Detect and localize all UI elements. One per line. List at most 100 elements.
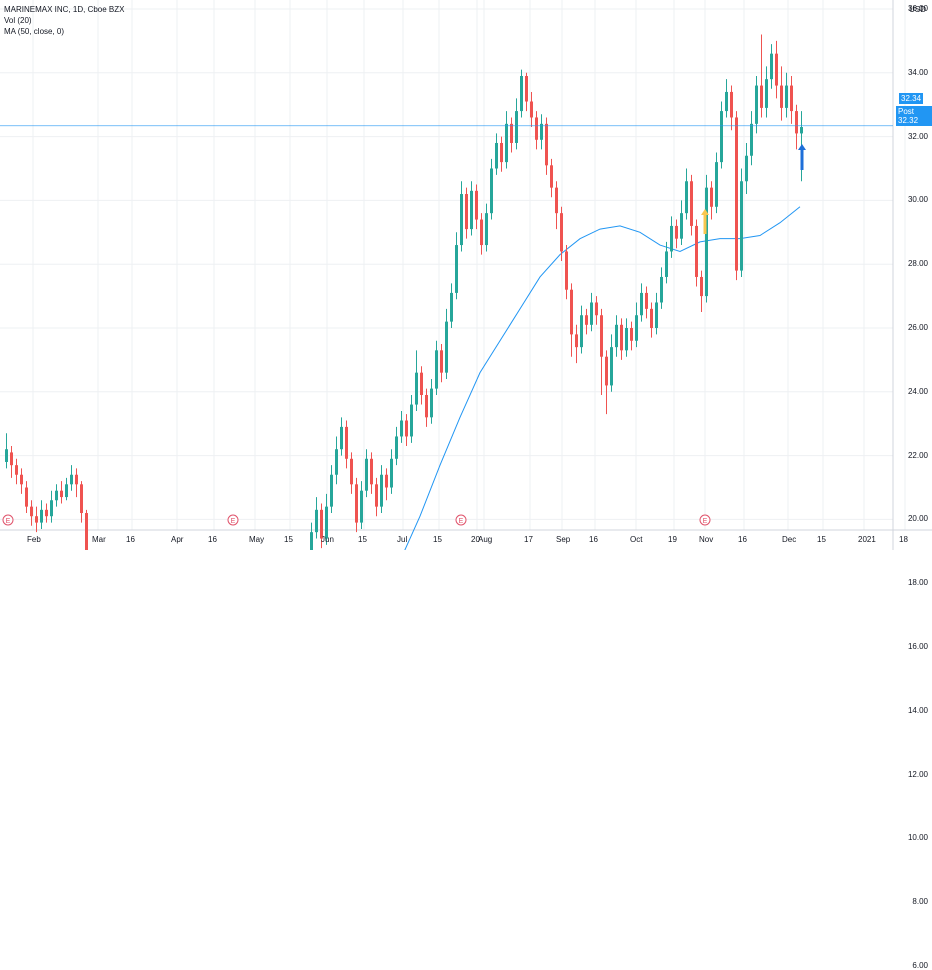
candle-down <box>605 356 608 386</box>
candle-up <box>485 213 488 246</box>
candle-up <box>670 225 673 252</box>
earnings-marker <box>2 514 14 526</box>
time-axis-label: 15 <box>284 535 293 544</box>
time-axis-label: Aug <box>478 535 493 544</box>
candle-up <box>785 85 788 108</box>
candle-down <box>595 302 598 316</box>
time-axis-label: 15 <box>433 535 442 544</box>
time-axis-label: Dec <box>782 535 797 544</box>
candle-up <box>435 350 438 389</box>
time-axis-label: 2021 <box>858 535 876 544</box>
time-axis-label: Sep <box>556 535 571 544</box>
candle-down <box>735 117 738 271</box>
candle-down <box>570 289 573 335</box>
price-axis-label: 14.00 <box>907 705 928 715</box>
candle-down <box>760 85 763 108</box>
post-price: 32.32 <box>898 116 919 125</box>
candle-up <box>660 276 663 303</box>
candle-down <box>620 324 623 351</box>
candle-up <box>395 436 398 459</box>
candle-up <box>390 458 393 488</box>
price-axis-label: 22.00 <box>907 450 928 460</box>
candle-down <box>545 123 548 166</box>
candle-up <box>460 194 463 246</box>
candle-down <box>510 123 513 143</box>
time-axis-label: Oct <box>630 535 643 544</box>
price-axis-label: 16.00 <box>907 642 928 651</box>
price-axis-label: 8.00 <box>912 897 928 907</box>
price-axis-label: 24.00 <box>907 386 928 396</box>
symbol-title[interactable]: MARINEMAX INC, 1D, Cboe BZX <box>4 5 125 14</box>
candle-up <box>770 53 773 80</box>
candle-down <box>355 484 358 523</box>
candle-down <box>385 474 388 488</box>
time-axis-label: 16 <box>738 535 747 544</box>
candle-up <box>325 506 328 539</box>
candle-down <box>500 142 503 163</box>
time-axis-label: Jun <box>321 535 334 544</box>
candle-down <box>480 219 483 246</box>
candle-down <box>420 372 423 395</box>
time-axis-label: 15 <box>358 535 367 544</box>
price-axis-label: 20.00 <box>907 514 928 524</box>
candle-up <box>340 426 343 450</box>
candle-down <box>710 187 713 207</box>
candle-down <box>690 181 693 226</box>
candle-down <box>630 328 633 341</box>
time-axis-label: 17 <box>524 535 533 544</box>
candle-up <box>765 79 768 108</box>
candle-up <box>380 474 383 507</box>
currency-label[interactable]: USD <box>909 5 926 14</box>
candle-up <box>740 181 743 271</box>
candle-up <box>360 490 363 523</box>
candle-up <box>705 187 708 297</box>
chart-legend: MARINEMAX INC, 1D, Cboe BZX Vol (20) MA … <box>4 4 124 37</box>
candle-up <box>430 388 433 418</box>
price-axis-label: 34.00 <box>907 67 928 77</box>
candle-down <box>565 251 568 290</box>
candle-up <box>725 91 728 112</box>
candle-down <box>535 117 538 140</box>
candle-up <box>745 155 748 182</box>
candle-down <box>35 516 38 523</box>
candle-down <box>440 350 443 373</box>
candle-down <box>695 225 698 277</box>
candle-down <box>700 276 703 297</box>
ma-indicator-label[interactable]: MA (50, close, 0) <box>4 27 65 36</box>
candle-down <box>15 465 18 475</box>
candle-up <box>685 181 688 214</box>
candle-up <box>330 474 333 507</box>
candle-down <box>650 308 653 328</box>
candle-up <box>55 490 58 501</box>
candle-up <box>65 484 68 498</box>
earnings-marker-label: E <box>703 518 708 525</box>
candle-up <box>5 449 8 462</box>
time-axis-label: 16 <box>589 535 598 544</box>
price-axis-label: 18.00 <box>907 578 928 588</box>
candle-down <box>75 474 78 485</box>
annotation-arrow-blue <box>798 144 806 170</box>
time-axis-label: 19 <box>668 535 677 544</box>
candle-down <box>530 101 533 118</box>
candle-up <box>410 404 413 437</box>
candle-down <box>10 452 13 466</box>
candle-up <box>365 458 368 491</box>
earnings-marker <box>455 514 467 526</box>
candle-down <box>375 484 378 507</box>
candle-up <box>455 245 458 293</box>
post-market-tag: Post 32.32 <box>896 106 932 126</box>
candle-up <box>750 123 753 156</box>
candle-down <box>370 458 373 485</box>
time-axis-label: 15 <box>817 535 826 544</box>
price-axis-label: 12.00 <box>907 769 928 779</box>
candle-up <box>515 111 518 143</box>
candle-up <box>505 123 508 163</box>
candle-up <box>590 302 593 325</box>
volume-indicator-label[interactable]: Vol (20) <box>4 16 32 25</box>
candle-up <box>625 328 628 351</box>
candle-up <box>450 292 453 322</box>
price-axis-label: 26.00 <box>907 323 928 332</box>
price-axis-label: 10.00 <box>907 833 928 843</box>
